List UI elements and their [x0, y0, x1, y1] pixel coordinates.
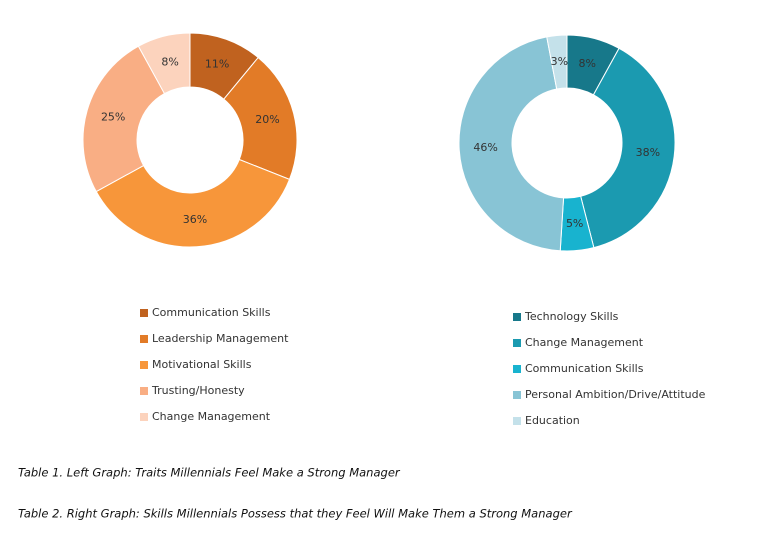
data-label: 8%: [161, 56, 178, 69]
data-label: 38%: [636, 146, 660, 159]
legend-label: Communication Skills: [152, 306, 271, 319]
donut-slice: [82, 45, 166, 193]
data-label: 25%: [101, 111, 125, 124]
legend-label: Communication Skills: [525, 362, 644, 375]
data-label: 5%: [566, 217, 583, 230]
caption: Table 1. Left Graph: Traits Millennials …: [18, 466, 401, 480]
legend-swatch: [140, 387, 148, 395]
legend-swatch: [140, 309, 148, 317]
donut-slice: [546, 34, 568, 90]
donut-slice: [458, 36, 565, 252]
donut-slice: [95, 158, 291, 248]
data-label: 8%: [579, 57, 596, 70]
legend-label: Change Management: [525, 336, 644, 349]
legend-swatch: [140, 413, 148, 421]
legend-swatch: [513, 313, 521, 321]
legend-label: Technology Skills: [524, 310, 619, 323]
data-label: 20%: [255, 113, 279, 126]
data-label: 3%: [551, 55, 568, 68]
legend-label: Change Management: [152, 410, 271, 423]
data-label: 46%: [473, 141, 497, 154]
legend-swatch: [513, 391, 521, 399]
legend-label: Motivational Skills: [152, 358, 252, 371]
data-label: 11%: [205, 58, 229, 71]
legend-swatch: [513, 365, 521, 373]
legend-swatch: [513, 417, 521, 425]
legend-label: Trusting/Honesty: [151, 384, 245, 397]
legend-label: Education: [525, 414, 580, 427]
donut-slice: [580, 47, 676, 249]
donut-slice: [137, 32, 191, 95]
legend-swatch: [140, 361, 148, 369]
data-label: 36%: [183, 213, 207, 226]
legend-label: Personal Ambition/Drive/Attitude: [525, 388, 706, 401]
legend-swatch: [140, 335, 148, 343]
donut-slice: [223, 56, 298, 181]
legend-label: Leadership Management: [152, 332, 289, 345]
caption: Table 2. Right Graph: Skills Millennials…: [18, 507, 573, 521]
legend-swatch: [513, 339, 521, 347]
